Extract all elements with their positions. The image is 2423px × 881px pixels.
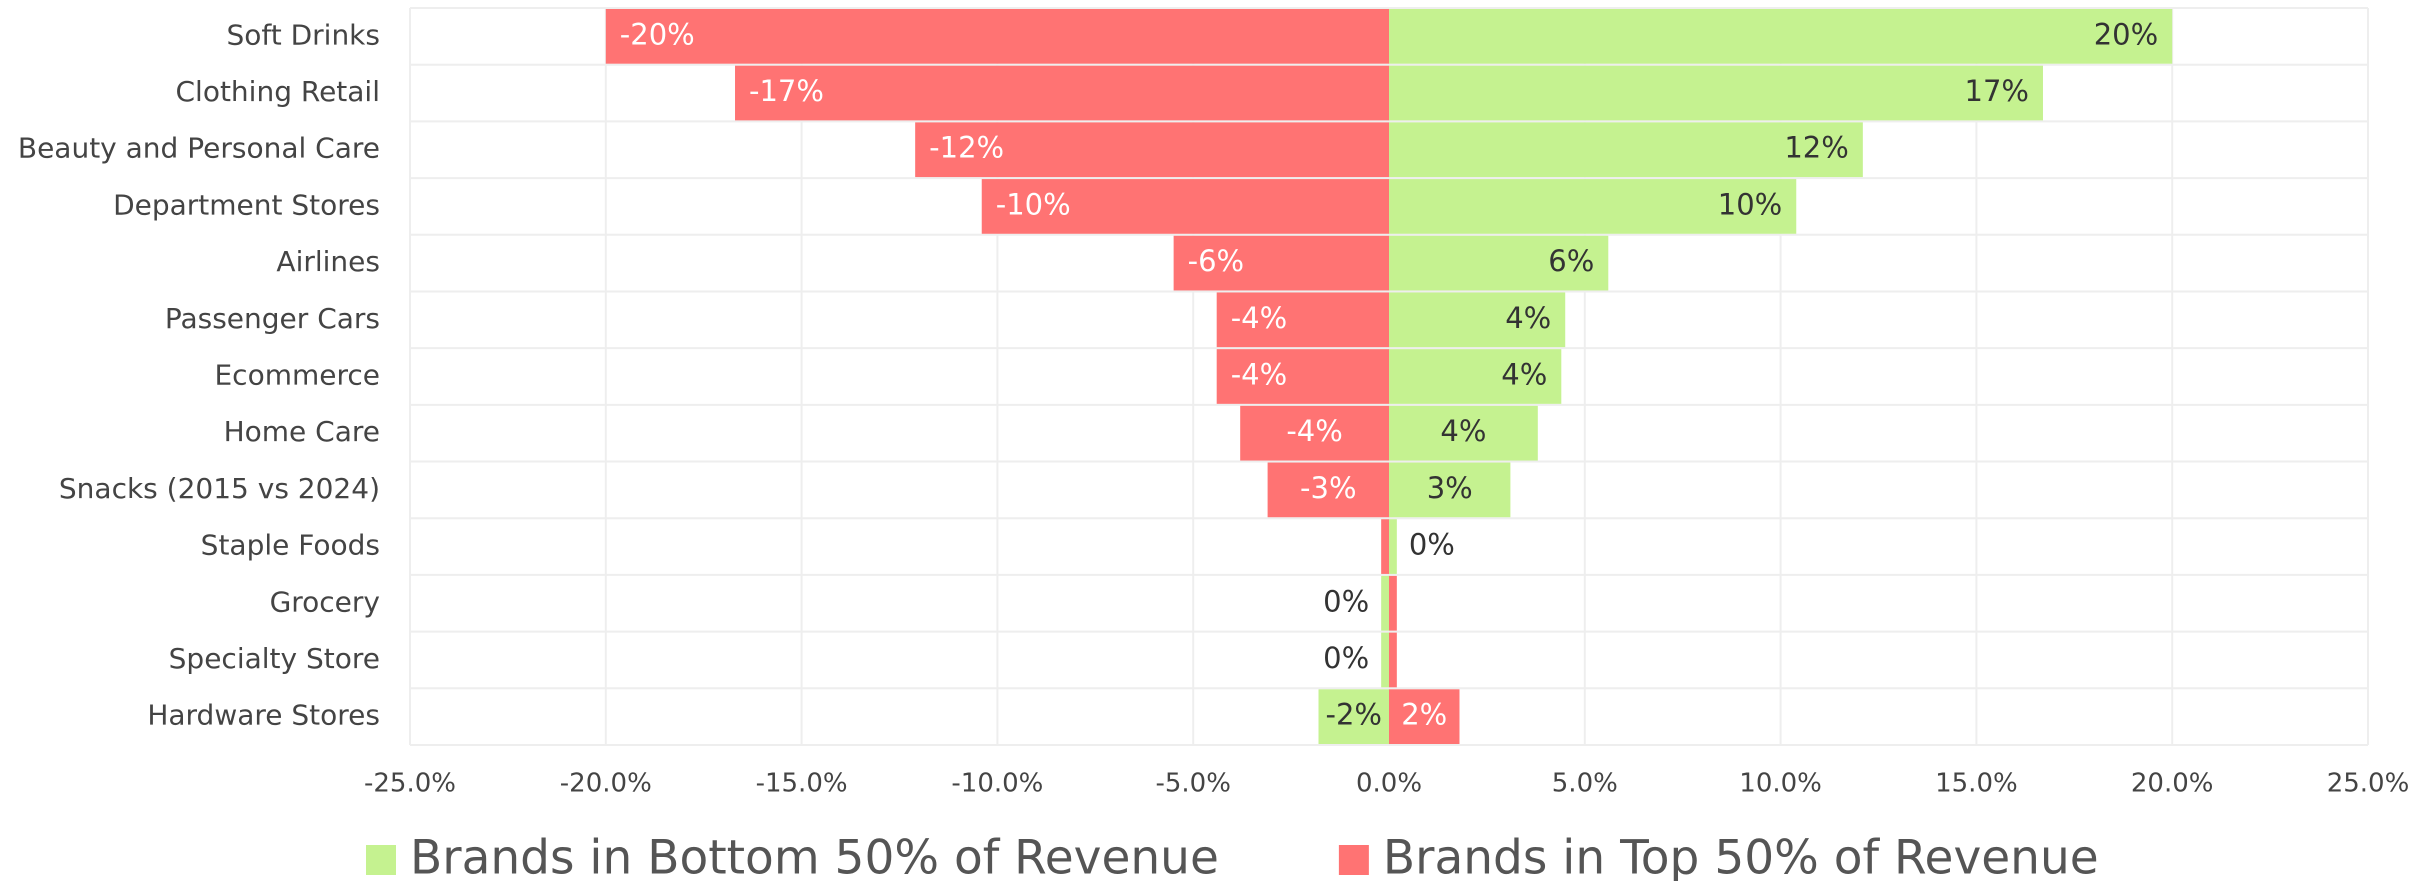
bar — [981, 179, 1389, 234]
value-label: 0% — [1409, 528, 1455, 562]
value-label: 20% — [2094, 17, 2158, 51]
bar — [1318, 689, 1389, 744]
value-label: 0% — [1323, 584, 1369, 618]
category-label: Clothing Retail — [175, 75, 380, 108]
bar — [1389, 122, 1863, 178]
x-tick-label: -20.0% — [560, 769, 652, 799]
category-label: Home Care — [224, 415, 380, 448]
bar — [1267, 462, 1389, 518]
x-tick-label: -10.0% — [951, 769, 1043, 799]
bar — [1389, 65, 2043, 121]
value-label: 17% — [1965, 74, 2029, 108]
value-label: 2% — [1401, 698, 1447, 732]
bar — [915, 122, 1389, 178]
x-tick-label: 25.0% — [2327, 769, 2410, 799]
category-label: Snacks (2015 vs 2024) — [59, 472, 380, 505]
value-label: -4% — [1231, 358, 1287, 392]
legend-label: Brands in Top 50% of Revenue — [1383, 831, 2099, 881]
value-label: 0% — [1323, 641, 1369, 675]
bar — [605, 9, 1389, 64]
value-label: 12% — [1784, 131, 1848, 165]
x-tick-label: -5.0% — [1155, 769, 1230, 799]
value-label: -2% — [1326, 698, 1382, 732]
bar — [1389, 9, 2173, 64]
category-label: Hardware Stores — [147, 699, 380, 732]
value-label: 4% — [1501, 358, 1547, 392]
bar — [735, 65, 1389, 121]
value-label: -3% — [1300, 471, 1356, 505]
value-label: 10% — [1718, 187, 1782, 221]
bar — [1381, 519, 1389, 574]
bar — [1389, 349, 1562, 404]
x-tick-label: -15.0% — [756, 769, 848, 799]
bar — [1216, 292, 1389, 348]
x-tick-label: 15.0% — [1935, 769, 2018, 799]
bar — [1389, 575, 1397, 631]
value-label: 6% — [1548, 244, 1594, 278]
value-label: -6% — [1188, 244, 1244, 278]
bar — [1389, 632, 1397, 688]
value-label: 4% — [1440, 414, 1486, 448]
x-tick-label: 0.0% — [1356, 769, 1422, 799]
value-label: -4% — [1286, 414, 1342, 448]
category-label: Airlines — [276, 245, 380, 278]
category-label: Department Stores — [113, 188, 380, 221]
category-label: Beauty and Personal Care — [18, 132, 380, 165]
value-label: -17% — [749, 74, 824, 108]
value-label: 3% — [1427, 471, 1473, 505]
category-label: Soft Drinks — [226, 18, 380, 51]
bar — [1389, 689, 1460, 744]
bar — [1389, 179, 1797, 234]
category-label: Specialty Store — [169, 642, 380, 675]
bar — [1389, 519, 1397, 574]
bar — [1389, 235, 1609, 291]
bar — [1389, 405, 1538, 461]
legend-label: Brands in Bottom 50% of Revenue — [410, 831, 1219, 881]
value-label: -12% — [929, 131, 1004, 165]
category-label: Passenger Cars — [165, 302, 380, 335]
x-tick-label: 20.0% — [2131, 769, 2214, 799]
x-tick-label: -25.0% — [364, 769, 456, 799]
x-tick-label: 5.0% — [1552, 769, 1618, 799]
value-label: -20% — [620, 17, 695, 51]
value-label: 4% — [1505, 301, 1551, 335]
bar — [1389, 462, 1511, 518]
bar — [1173, 235, 1389, 291]
x-tick-label: 10.0% — [1739, 769, 1822, 799]
value-label: -4% — [1231, 301, 1287, 335]
category-label: Staple Foods — [201, 529, 380, 562]
bar — [1381, 632, 1389, 688]
bar — [1240, 405, 1389, 461]
category-label: Ecommerce — [214, 359, 380, 392]
category-label: Grocery — [270, 585, 380, 618]
bar — [1389, 292, 1566, 348]
value-label: -10% — [996, 187, 1071, 221]
bar — [1381, 575, 1389, 631]
legend-swatch — [366, 845, 396, 875]
bar — [1216, 349, 1389, 404]
legend-swatch — [1338, 845, 1369, 875]
